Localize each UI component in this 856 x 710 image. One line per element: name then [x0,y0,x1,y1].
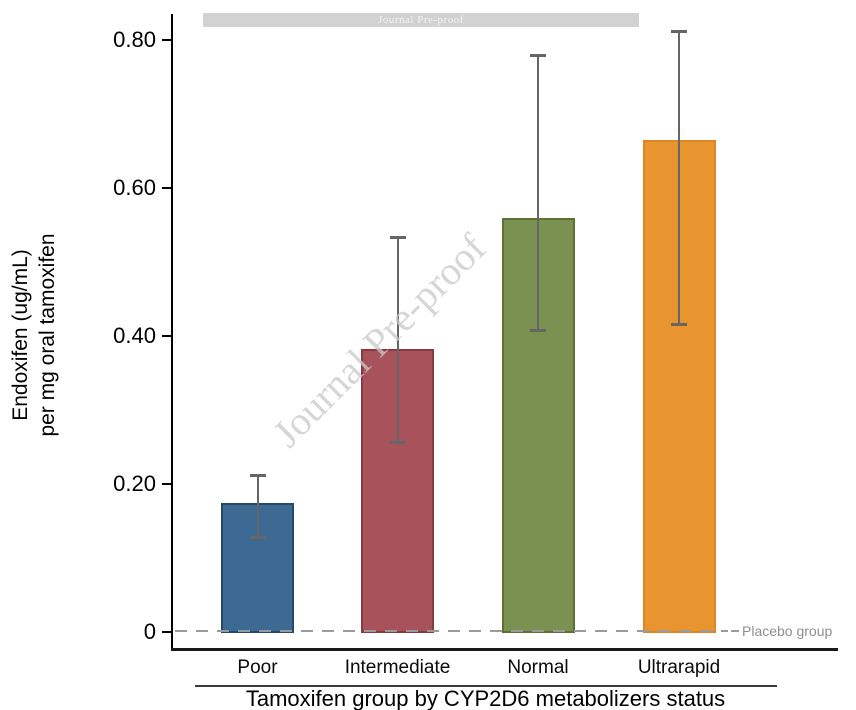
y-tick-label: 0.80 [113,27,156,52]
error-bar-cap-bottom [530,328,546,332]
y-axis-line [171,14,173,650]
category-label-ultrarapid: Ultrarapid [637,657,721,678]
error-bar-cap-bottom [249,536,266,540]
error-bar-cap-top [530,53,546,57]
error-bar-cap-bottom [389,441,406,445]
x-axis-line [171,648,838,651]
y-tick-mark [162,483,171,485]
y-axis-title-line2: per mg oral tamoxifen [36,233,59,437]
y-tick-label: 0.60 [113,175,156,200]
y-tick-mark [162,335,171,337]
y-tick-mark [162,187,171,189]
placebo-label-dash [731,630,739,632]
y-tick-label: 0.40 [113,323,156,348]
error-bar-ultrarapid [678,31,680,325]
error-bar-cap-top [249,474,266,478]
placebo-group-label: Placebo group [742,623,833,639]
error-bar-cap-bottom [671,322,687,326]
error-bar-cap-top [671,30,687,34]
error-bar-intermediate [396,236,399,444]
y-tick-label: 0.20 [113,471,156,496]
category-label-normal: Normal [507,657,569,678]
category-label-poor: Poor [237,657,278,678]
journal-preproof-banner: Journal Pre-proof [203,13,639,27]
y-axis-title: Endoxifen (ug/mL) per mg oral tamoxifen [7,35,63,635]
error-bar-cap-top [389,235,406,239]
bar-ultrarapid [642,139,716,633]
y-tick-mark [162,39,171,41]
category-label-intermediate: Intermediate [344,657,451,678]
y-tick-label: 0 [143,619,156,644]
placebo-reference-line [175,630,728,632]
error-bar-poor [256,475,259,538]
y-axis-title-line1: Endoxifen (ug/mL) [9,249,32,421]
category-axis-underline [195,685,777,687]
x-axis-title: Tamoxifen group by CYP2D6 metabolizers s… [245,686,726,710]
banner-text: Journal Pre-proof [378,14,464,26]
error-bar-normal [537,54,539,331]
y-tick-mark [162,631,171,633]
